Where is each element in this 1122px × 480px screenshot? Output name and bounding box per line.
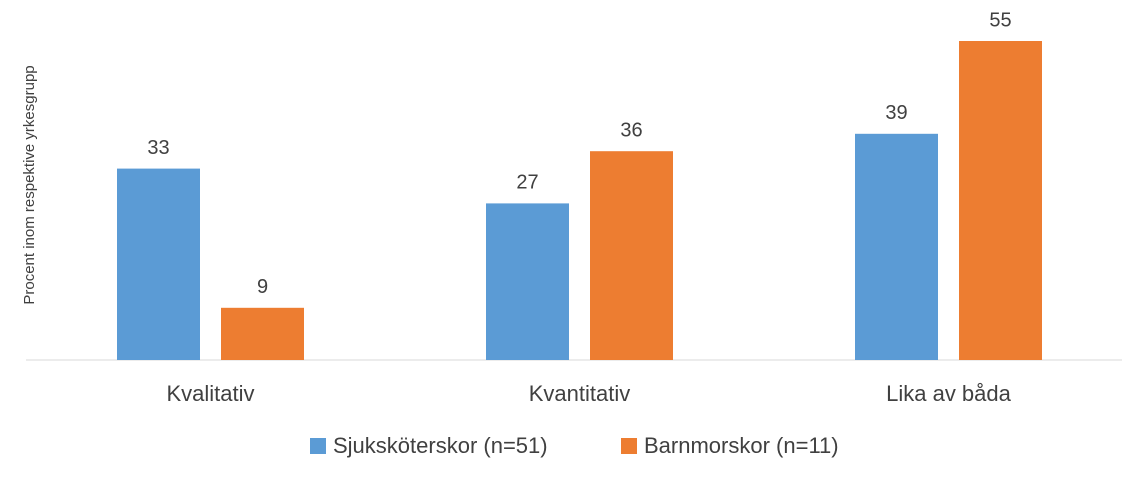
x-tick-label: Kvantitativ bbox=[529, 381, 631, 406]
value-label: 55 bbox=[989, 9, 1011, 31]
bar bbox=[855, 133, 938, 360]
bar bbox=[117, 168, 200, 360]
legend-label: Barnmorskor (n=11) bbox=[644, 433, 839, 458]
value-label: 9 bbox=[257, 276, 268, 298]
value-label: 36 bbox=[620, 119, 642, 141]
bar bbox=[590, 151, 673, 360]
x-tick-label: Lika av båda bbox=[886, 381, 1012, 406]
bar bbox=[959, 41, 1042, 360]
value-label: 39 bbox=[885, 102, 907, 124]
bar bbox=[486, 203, 569, 360]
value-label: 27 bbox=[516, 172, 538, 194]
value-label: 33 bbox=[147, 137, 169, 159]
legend-label: Sjuksköterskor (n=51) bbox=[333, 433, 548, 458]
x-tick-label: Kvalitativ bbox=[166, 381, 254, 406]
y-axis-label: Procent inom respektive yrkesgrupp bbox=[21, 65, 38, 304]
legend-swatch bbox=[621, 438, 637, 454]
legend-swatch bbox=[310, 438, 326, 454]
bar bbox=[221, 307, 304, 360]
